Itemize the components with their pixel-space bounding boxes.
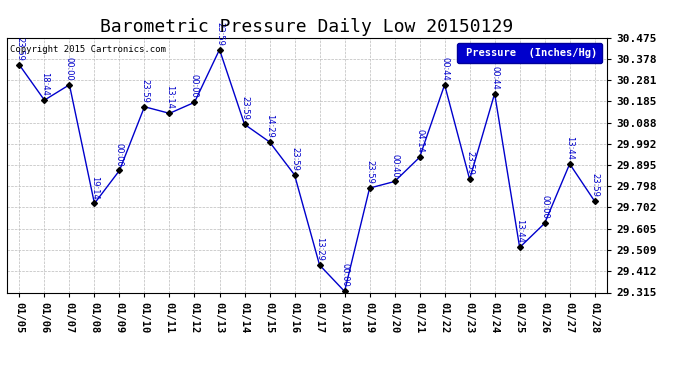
Text: 00:40: 00:40	[390, 154, 399, 177]
Text: 04:14: 04:14	[415, 129, 424, 153]
Text: 23:59: 23:59	[365, 160, 374, 184]
Text: 19:14: 19:14	[90, 176, 99, 199]
Text: 23:59: 23:59	[240, 96, 249, 120]
Text: 00:00: 00:00	[115, 142, 124, 166]
Text: 23:59: 23:59	[465, 151, 474, 175]
Text: 13:14: 13:14	[165, 85, 174, 109]
Text: 23:59: 23:59	[15, 37, 24, 61]
Text: 23:59: 23:59	[590, 173, 599, 197]
Text: 00:00: 00:00	[65, 57, 74, 81]
Text: 14:29: 14:29	[265, 114, 274, 138]
Title: Barometric Pressure Daily Low 20150129: Barometric Pressure Daily Low 20150129	[101, 18, 513, 36]
Text: 18:44: 18:44	[40, 72, 49, 96]
Text: 00:00: 00:00	[340, 264, 349, 287]
Text: 13:44: 13:44	[565, 136, 574, 160]
Legend: Pressure  (Inches/Hg): Pressure (Inches/Hg)	[457, 43, 602, 63]
Text: 00:00: 00:00	[190, 74, 199, 98]
Text: Copyright 2015 Cartronics.com: Copyright 2015 Cartronics.com	[10, 45, 166, 54]
Text: 13:44: 13:44	[515, 219, 524, 243]
Text: 13:29: 13:29	[315, 237, 324, 261]
Text: 00:44: 00:44	[440, 57, 449, 81]
Text: 23:59: 23:59	[140, 79, 149, 103]
Text: 23:59: 23:59	[290, 147, 299, 171]
Text: 00:00: 00:00	[540, 195, 549, 219]
Text: 00:44: 00:44	[490, 66, 499, 89]
Text: 23:59: 23:59	[215, 21, 224, 45]
